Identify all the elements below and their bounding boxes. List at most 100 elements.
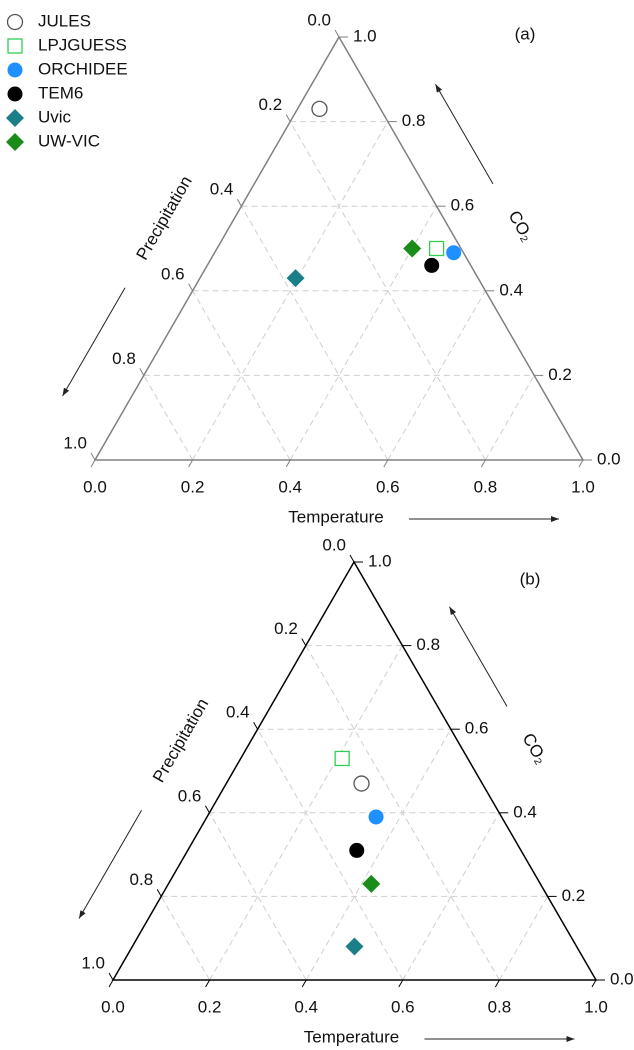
tick-mark [349,554,355,563]
precipitation-tick-label: 1.0 [63,433,87,452]
tick-mark [156,889,162,897]
grid-line [240,205,389,461]
legend-marker [7,62,23,78]
tick-mark [90,459,96,468]
marker [403,239,422,258]
legend-label: LPJGUESS [38,35,127,54]
legend-marker [6,133,24,151]
tick-mark [480,459,486,468]
tick-mark [188,459,194,468]
temperature-tick-label: 0.8 [474,477,498,496]
tick-mark [398,979,404,988]
co2-tick-label: 0.4 [513,802,537,821]
co2-tick-label: 0.4 [499,280,523,299]
tick-mark [108,972,114,981]
legend-marker [7,86,23,102]
triangle-frame [93,35,585,461]
axis-title: CO₂ [505,207,538,244]
precipitation-tick-label: 0.6 [161,264,185,283]
axis-title: CO₂ [519,730,552,767]
co2-tick-label: 0.0 [610,969,634,988]
co2-tick-label: 0.6 [465,719,489,738]
marker [424,257,440,273]
temperature-tick-label: 0.8 [488,997,512,1016]
temperature-tick-label: 0.4 [294,997,318,1016]
grid-line [387,290,486,461]
temperature-tick-label: 0.2 [198,997,222,1016]
marker [368,809,384,825]
tick-mark [301,979,307,988]
precipitation-tick-label: 0.8 [112,349,136,368]
tick-mark [205,979,211,988]
axis-arrow [62,287,126,397]
grid-line [289,121,486,461]
legend-label: Uvic [38,107,72,126]
marker [446,245,462,261]
legend-marker [6,109,24,127]
legend-label: JULES [38,11,91,30]
axis-arrow [449,606,508,707]
grid-line [305,645,500,981]
tick-mark [591,979,597,988]
tick-mark [204,805,210,814]
legend-marker [6,13,24,31]
temperature-tick-label: 0.0 [83,477,107,496]
tick-mark [188,283,194,292]
precipitation-tick-label: 1.0 [81,953,105,972]
marker [311,100,328,118]
precipitation-tick-label: 0.6 [178,786,202,805]
grid-line [402,812,500,981]
grid-line [305,728,452,981]
temperature-tick-label: 0.4 [278,477,302,496]
tick-mark [494,979,500,988]
temperature-tick-label: 0.6 [376,477,400,496]
marker [362,874,381,893]
marker [286,269,305,288]
precipitation-tick-label: 0.2 [259,95,283,114]
legend-label: UW-VIC [38,131,100,150]
axis-title: Temperature [304,1027,399,1046]
legend-label: TEM6 [38,83,83,102]
tick-mark [90,452,96,461]
grid-line [208,812,307,981]
marker [334,750,350,767]
precipitation-tick-label: 0.0 [322,535,346,554]
marker [349,842,365,858]
grid-line [484,375,535,461]
precipitation-tick-label: 0.2 [274,619,298,638]
co2-tick-label: 1.0 [353,26,377,45]
co2-tick-label: 0.2 [548,365,572,384]
panel-label: (b) [520,569,541,588]
grid-line [498,896,549,981]
marker [345,937,364,956]
marker [353,775,370,792]
tick-mark [285,459,291,468]
tick-mark [139,368,145,376]
grid-line [143,375,194,461]
marker [428,240,445,257]
triangle-frame [111,560,598,981]
axis-title: Precipitation [149,695,212,786]
axis-arrow [435,84,494,185]
co2-tick-label: 1.0 [368,551,392,570]
grid-line [257,728,404,981]
grid-line [160,896,211,981]
tick-mark [383,459,389,468]
temperature-tick-label: 0.2 [181,477,205,496]
co2-tick-label: 0.8 [416,635,440,654]
temperature-tick-label: 0.0 [101,997,125,1016]
tick-mark [334,29,340,38]
axis-arrow [78,810,142,919]
precipitation-tick-label: 0.4 [210,180,234,199]
co2-tick-label: 0.2 [562,886,586,905]
tick-mark [301,638,307,646]
panel-label: (a) [515,24,536,43]
precipitation-tick-label: 0.8 [130,870,154,889]
tick-mark [578,459,584,468]
tick-mark [108,979,114,988]
legend-label: ORCHIDEE [38,59,128,78]
temperature-tick-label: 1.0 [571,477,595,496]
temperature-tick-label: 0.6 [391,997,415,1016]
